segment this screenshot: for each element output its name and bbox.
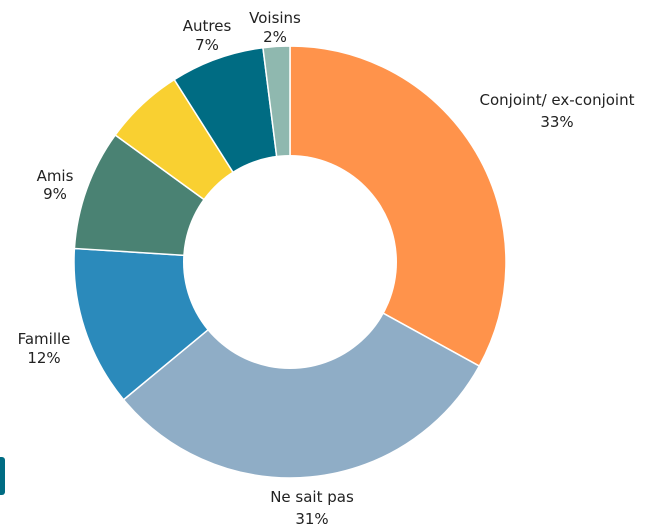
slice-value-famille: 12% — [27, 349, 60, 367]
slice-label-ne-sait-pas: Ne sait pas — [270, 488, 354, 506]
slice-label-famille: Famille — [18, 330, 71, 348]
slice-label-conjoint: Conjoint/ ex-conjoint — [480, 91, 635, 109]
slice-value-voisins: 2% — [263, 28, 287, 46]
slice-value-ne-sait-pas: 31% — [295, 510, 328, 528]
slice-label-amis: Amis — [37, 167, 74, 185]
slice-value-conjoint: 33% — [540, 113, 573, 131]
slice-value-autres: 7% — [195, 36, 219, 54]
side-marker — [0, 457, 5, 495]
slice-label-voisins: Voisins — [249, 9, 301, 27]
slice-label-autres: Autres — [183, 17, 232, 35]
donut-hole — [183, 155, 397, 369]
slice-ne-sait-pas-1 — [122, 261, 481, 479]
slice-value-amis: 9% — [43, 185, 67, 203]
